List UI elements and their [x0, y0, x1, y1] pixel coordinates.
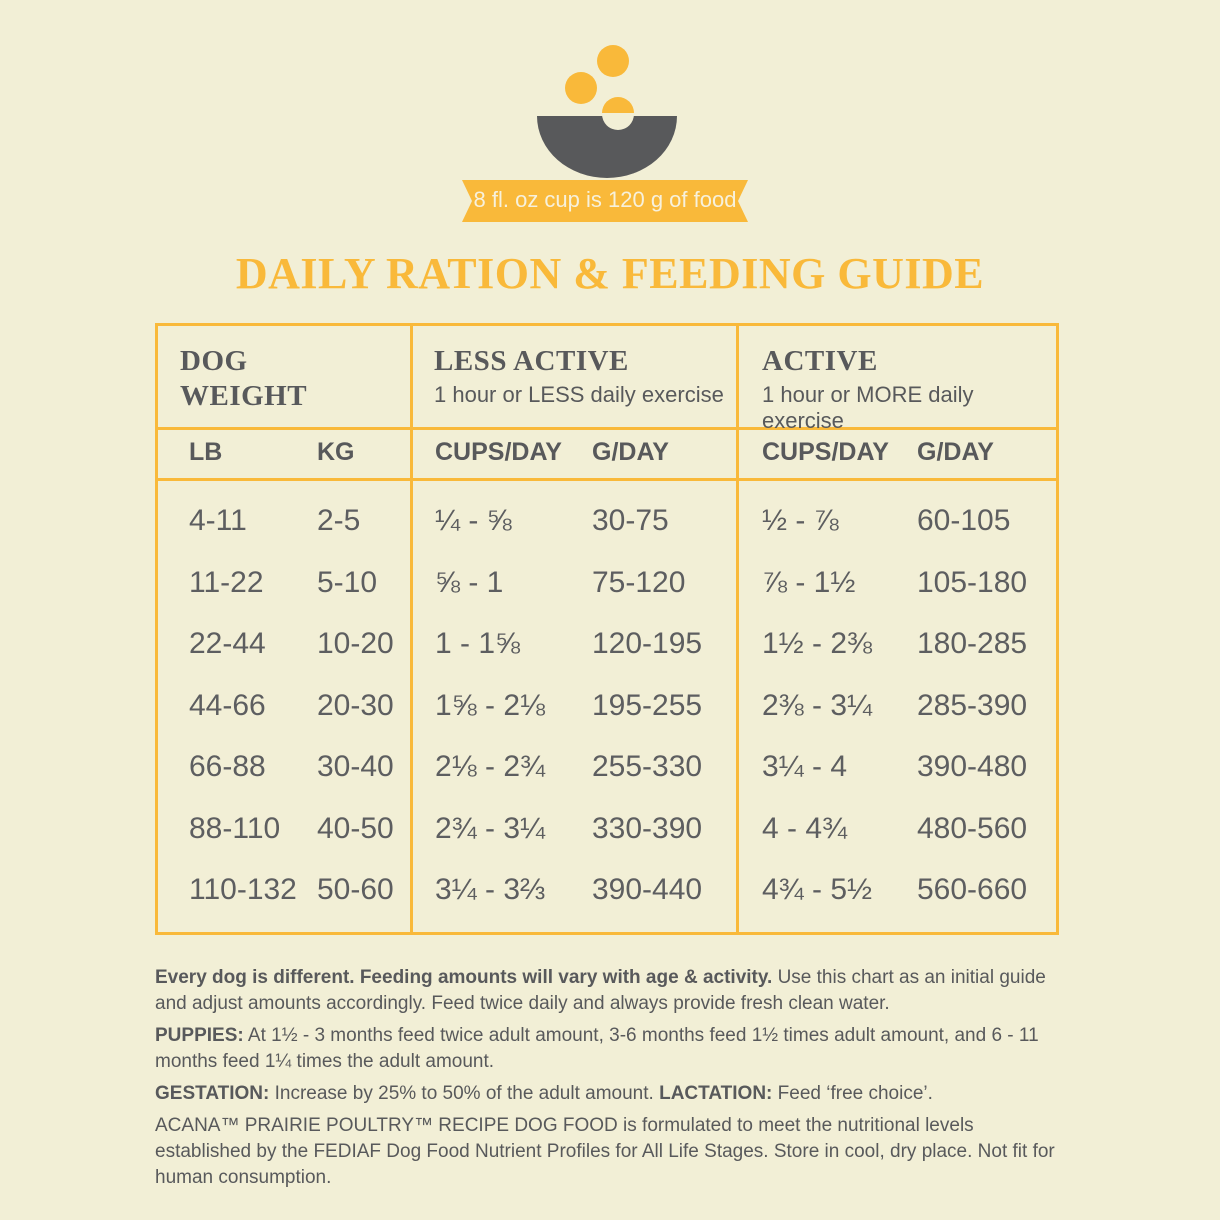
column-header: LB	[189, 438, 223, 466]
cell: 195-255	[592, 688, 703, 722]
column-header: CUPS/DAY	[762, 438, 889, 466]
cell: 285-390	[917, 688, 1028, 722]
cell: 2⅛ - 2¾	[435, 750, 546, 783]
cell: 255-330	[592, 750, 703, 783]
group-title: LESS ACTIVE	[434, 345, 629, 377]
cell: ⅞ - 1½	[762, 565, 856, 599]
cell: 480-560	[917, 811, 1028, 845]
cell: 560-660	[917, 873, 1028, 906]
cell: 4-11	[189, 504, 247, 537]
cell: 40-50	[317, 811, 394, 845]
cell: 390-440	[592, 873, 703, 906]
cell: 4¾ - 5½	[762, 873, 873, 906]
cell: 1⅝ - 2⅛	[435, 688, 546, 722]
title: DAILY RATION & FEEDING GUIDE	[235, 249, 985, 298]
note: PUPPIES: At 1½ - 3 months feed twice adu…	[155, 1023, 1060, 1075]
note: Every dog is different. Feeding amounts …	[155, 965, 1060, 1017]
cell: 110-132	[189, 873, 297, 906]
cell: 11-22	[189, 565, 264, 599]
note: GESTATION: Increase by 25% to 50% of the…	[155, 1081, 1060, 1107]
cell: 88-110	[189, 811, 281, 845]
cell: 30-75	[592, 504, 669, 537]
cell: 180-285	[917, 627, 1028, 660]
note-text: ACANA™ PRAIRIE POULTRY™ RECIPE DOG FOOD …	[155, 1115, 1055, 1188]
group-subtitle: 1 hour or LESS daily exercise	[434, 382, 724, 407]
cell: 22-44	[189, 627, 266, 660]
cell: 3¼ - 3⅔	[435, 873, 546, 906]
cell: 66-88	[189, 750, 266, 783]
notes: Every dog is different. Feeding amounts …	[155, 965, 1060, 1197]
group-title: ACTIVE	[762, 345, 878, 377]
column-header: G/DAY	[592, 438, 669, 466]
cell: 5-10	[317, 565, 378, 599]
cell: 20-30	[317, 688, 394, 722]
cell: ¼ - ⅝	[435, 504, 512, 537]
cell: 30-40	[317, 750, 394, 783]
note: ACANA™ PRAIRIE POULTRY™ RECIPE DOG FOOD …	[155, 1113, 1060, 1191]
column-header: G/DAY	[917, 438, 994, 466]
bowl-icon	[462, 45, 748, 222]
note-bold: Every dog is different. Feeding amounts …	[155, 967, 773, 988]
note-bold: PUPPIES:	[155, 1025, 244, 1046]
note-text: Increase by 25% to 50% of the adult amou…	[269, 1083, 660, 1104]
cell: 120-195	[592, 627, 703, 660]
feeding-table: DOG WEIGHT LESS ACTIVE 1 hour or LESS dail…	[155, 323, 1059, 935]
cell: 2⅜ - 3¼	[762, 688, 873, 722]
note-text: At 1½ - 3 months feed twice adult amount…	[155, 1025, 1039, 1072]
note-text: Use this chart as an initial guide and a…	[155, 967, 1046, 1014]
cell: 75-120	[592, 565, 686, 599]
cell: 330-390	[592, 811, 703, 845]
cell: 60-105	[917, 504, 1011, 537]
cell: 2-5	[317, 504, 361, 537]
group-title: DOG WEIGHT	[180, 345, 308, 412]
group-subtitle: 1 hour or MORE daily exercise	[762, 382, 974, 433]
cell: 390-480	[917, 750, 1028, 783]
cup-note: 8 fl. oz cup is 120 g of food	[473, 187, 737, 212]
cell: 50-60	[317, 873, 394, 906]
column-header: KG	[317, 438, 355, 466]
cell: 2¾ - 3¼	[435, 811, 546, 845]
note-bold: LACTATION:	[659, 1083, 773, 1104]
cell: 3¼ - 4	[762, 750, 848, 783]
cell: ⅝ - 1	[435, 565, 504, 599]
note-text: Feed ‘free choice’.	[772, 1083, 933, 1104]
cell: 1 - 1⅝	[435, 627, 521, 660]
cell: 10-20	[317, 627, 394, 660]
note-bold: GESTATION:	[155, 1083, 270, 1104]
cell: 1½ - 2⅜	[762, 627, 873, 660]
cell: 105-180	[917, 565, 1028, 599]
cell: ½ - ⅞	[762, 504, 839, 537]
column-header: CUPS/DAY	[435, 438, 562, 466]
cell: 44-66	[189, 688, 266, 722]
cell: 4 - 4¾	[762, 811, 848, 845]
